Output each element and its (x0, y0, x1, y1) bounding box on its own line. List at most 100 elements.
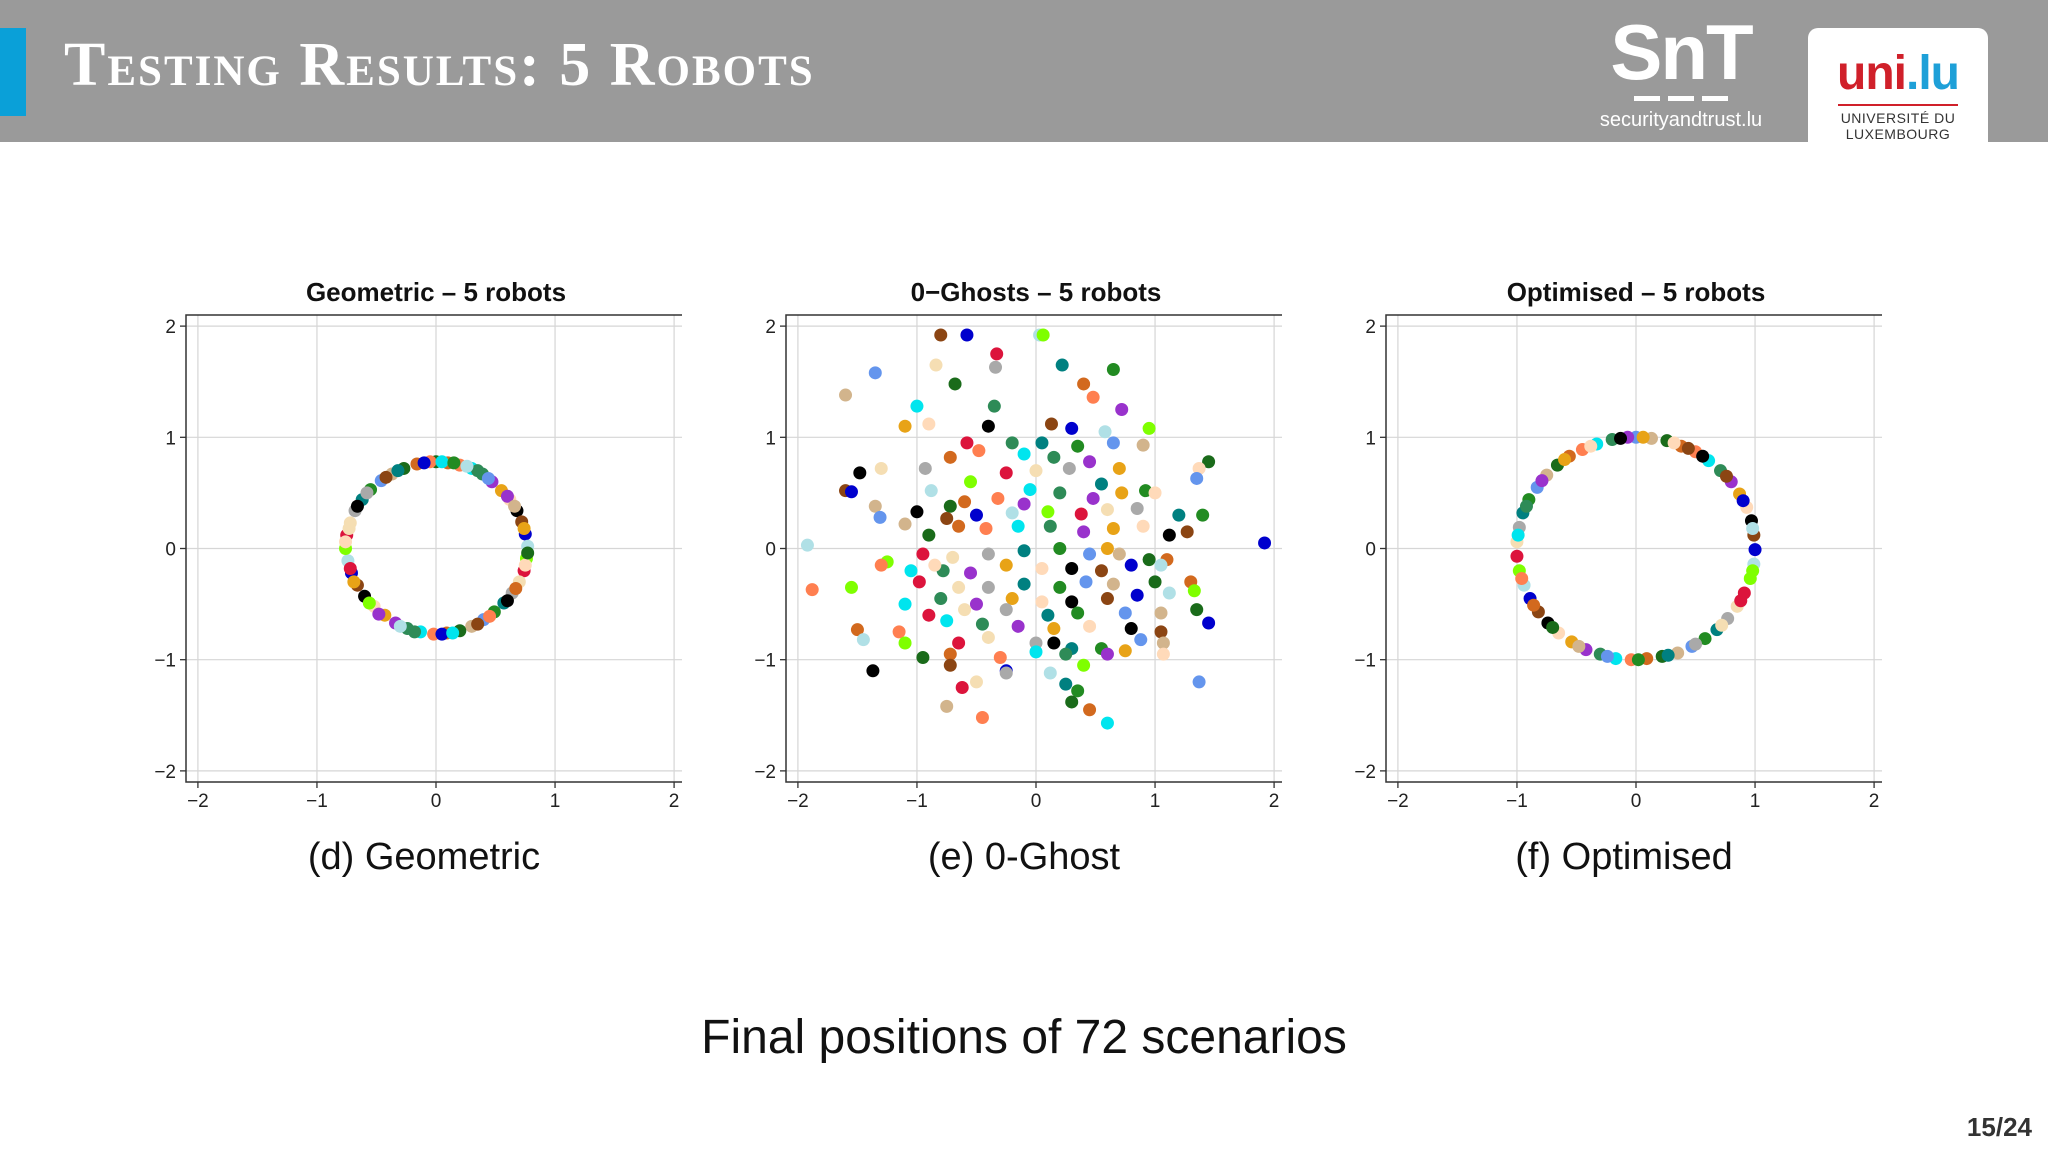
scatter-point (1681, 441, 1695, 455)
y-tick-label: 0 (765, 540, 776, 561)
x-tick-label: −1 (1506, 791, 1528, 810)
scatter-point (360, 486, 374, 500)
uni-name-line-2: LUXEMBOURG (1845, 126, 1951, 142)
scatter-point (1011, 519, 1025, 533)
scatter-point (975, 711, 989, 725)
scatter-point (874, 461, 888, 475)
scatter-point (910, 505, 924, 519)
header-bar: Testing Results: 5 Robots SnT securityan… (0, 0, 2048, 152)
scatter-point (999, 558, 1013, 572)
scatter-point (975, 617, 989, 631)
scatter-point (1631, 653, 1645, 667)
scatter-point (1154, 625, 1168, 639)
scatter-point (1035, 436, 1049, 450)
scatter-point (1636, 430, 1650, 444)
y-tick-label: 2 (165, 317, 176, 338)
x-tick-label: −2 (187, 791, 209, 810)
x-tick-label: 0 (431, 791, 442, 810)
scatter-point (1053, 486, 1067, 500)
scatter-point (1005, 592, 1019, 606)
scatter-point (1698, 632, 1712, 646)
scatter-point (952, 519, 966, 533)
y-tick-label: −2 (1354, 762, 1376, 783)
scatter-point (999, 466, 1013, 480)
scatter-point (347, 575, 361, 589)
scatter-point (1546, 620, 1560, 634)
chart-optimised: Optimised – 5 robots −2 −2 −1 −1 0 0 1 1 2 2 (1342, 270, 1882, 810)
y-tick-label: −2 (154, 762, 176, 783)
scatter-point (940, 614, 954, 628)
x-tick-label: 2 (669, 791, 680, 810)
scatter-point (435, 455, 449, 469)
scatter-point (1124, 622, 1138, 636)
scatter-point (844, 580, 858, 594)
y-tick-label: 2 (765, 317, 776, 338)
scatter-point (435, 627, 449, 641)
scatter-point (1083, 547, 1097, 561)
scatter-point (960, 436, 974, 450)
scatter-point (922, 608, 936, 622)
scatter-point (521, 546, 535, 560)
scatter-point (391, 464, 405, 478)
scatter-point (969, 597, 983, 611)
scatter-point (1584, 439, 1598, 453)
scatter-point (952, 636, 966, 650)
scatter-point (924, 484, 938, 498)
scatter-point (1558, 453, 1572, 467)
scatter-point (1148, 486, 1162, 500)
scatter-point (898, 597, 912, 611)
y-tick-label: −2 (754, 762, 776, 783)
scatter-point (868, 499, 882, 513)
scatter-point (1115, 486, 1129, 500)
scatter-point (972, 444, 986, 458)
scatter-point (471, 464, 485, 478)
chart-optimised-svg: Optimised – 5 robots −2 −2 −1 −1 0 0 1 1 2 2 (1354, 277, 1882, 810)
y-tick-label: 1 (1365, 428, 1376, 449)
scatter-point (362, 596, 376, 610)
scatter-point (981, 630, 995, 644)
x-tick-label: 0 (1031, 791, 1042, 810)
scatter-point (1086, 491, 1100, 505)
scatter-point (969, 675, 983, 689)
slide-title: Testing Results: 5 Robots (64, 31, 815, 99)
scatter-point (1202, 616, 1216, 630)
y-tick-label: 0 (1365, 540, 1376, 561)
scatter-point (868, 366, 882, 380)
scatter-point (508, 499, 522, 513)
scatter-point (1017, 447, 1031, 461)
scatter-point (350, 499, 364, 513)
scatter-point (948, 377, 962, 391)
x-tick-label: 2 (1869, 791, 1880, 810)
snt-logo-bars (1596, 96, 1766, 101)
chart-title: Geometric – 5 robots (306, 277, 566, 307)
scatter-point (1519, 499, 1533, 513)
snt-logo: SnT (1610, 8, 1753, 96)
scatter-point (1077, 658, 1091, 672)
scatter-point (1100, 716, 1114, 730)
scatter-point (922, 417, 936, 431)
scatter-point (1044, 417, 1058, 431)
scatter-point (873, 510, 887, 524)
x-tick-label: 1 (1750, 791, 1761, 810)
caption-e: (e) 0-Ghost (927, 836, 1121, 878)
scatter-point (1029, 464, 1043, 478)
scatter-point (898, 419, 912, 433)
scatter-point (1192, 675, 1206, 689)
scatter-point (940, 511, 954, 525)
uni-lu-logo-block: uni.lu UNIVERSITÉ DU LUXEMBOURG (1808, 28, 1988, 152)
scatter-point (943, 499, 957, 513)
scatter-point (1115, 403, 1129, 417)
scatter-point (866, 664, 880, 678)
scatter-point (952, 580, 966, 594)
scatter-point (934, 328, 948, 342)
scatter-point (1511, 528, 1525, 542)
x-tick-label: 2 (1269, 791, 1280, 810)
scatter-point (1535, 474, 1549, 488)
scatter-point (853, 466, 867, 480)
scatter-point (1047, 450, 1061, 464)
scatter-point (1667, 436, 1681, 450)
chart-title: 0−Ghosts – 5 robots (911, 277, 1162, 307)
scatter-point (339, 535, 353, 549)
scatter-point (1023, 483, 1037, 497)
y-tick-label: 2 (1365, 317, 1376, 338)
